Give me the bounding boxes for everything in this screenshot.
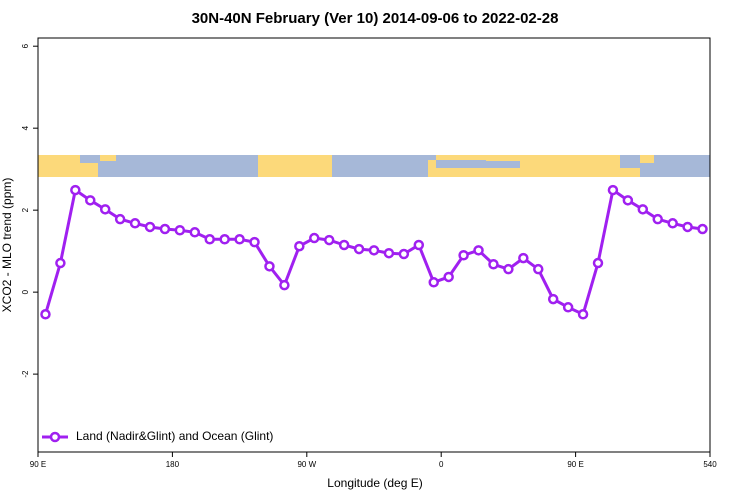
land [486, 155, 620, 161]
x-tick-label: 180 [166, 460, 180, 469]
data-point [338, 239, 350, 251]
legend-label: Land (Nadir&Glint) and Ocean (Glint) [76, 429, 273, 443]
legend-marker [49, 431, 61, 443]
data-point [353, 243, 365, 255]
data-point [697, 223, 708, 235]
data-point [309, 232, 320, 244]
data-point [652, 213, 663, 225]
data-point [264, 261, 275, 272]
data-point [219, 234, 230, 245]
data-point [249, 236, 260, 248]
data-point [279, 279, 290, 291]
land [38, 155, 80, 177]
data-point [85, 195, 96, 206]
data-point [443, 271, 454, 283]
data-point [189, 227, 201, 238]
data-point [398, 248, 410, 260]
data-point [518, 252, 529, 264]
data-point [577, 309, 589, 320]
plot-frame [37, 37, 711, 453]
land [436, 168, 526, 177]
data-point [323, 234, 335, 246]
data-point [473, 245, 484, 256]
data-point [607, 184, 619, 196]
data-point [159, 223, 171, 235]
data-point [547, 293, 559, 305]
data-point [458, 249, 469, 261]
y-axis-label: XCO2 - MLO trend (ppm) [0, 178, 14, 313]
data-point [70, 184, 81, 196]
data-point [637, 204, 649, 215]
y-tick-label: 2 [21, 207, 30, 212]
data-point [622, 195, 634, 206]
x-tick-label: 540 [703, 460, 717, 469]
data-point [294, 240, 305, 252]
data-point [488, 259, 499, 270]
data-point [503, 263, 514, 275]
y-tick-label: 4 [21, 125, 30, 130]
map-strip [38, 155, 710, 177]
data-point [144, 221, 156, 233]
chart-title: 30N-40N February (Ver 10) 2014-09-06 to … [192, 10, 559, 27]
data-point [562, 302, 574, 313]
y-tick-label: -2 [21, 370, 30, 378]
data-point [99, 204, 111, 215]
x-tick-label: 0 [439, 460, 444, 469]
data-point [234, 234, 245, 245]
data-point [592, 257, 604, 269]
data-point [682, 221, 693, 233]
land [428, 160, 436, 177]
data-point [40, 309, 51, 320]
data-point [368, 245, 380, 256]
land [436, 155, 486, 160]
x-tick-label: 90 E [30, 460, 46, 469]
land [620, 168, 640, 177]
land [80, 163, 98, 177]
y-tick-label: 0 [21, 289, 30, 294]
data-point [383, 247, 395, 259]
land [520, 161, 620, 177]
land [258, 155, 332, 177]
data-point [114, 213, 126, 225]
data-point [428, 277, 439, 288]
data-point [667, 218, 678, 229]
x-axis-label: Longitude (deg E) [327, 476, 422, 490]
data-point [413, 239, 425, 251]
x-tick-label: 90 E [567, 460, 583, 469]
x-tick-label: 90 W [297, 460, 316, 469]
data-point [204, 234, 215, 245]
data-point [174, 224, 186, 236]
data-point [533, 263, 544, 275]
land [100, 155, 116, 161]
data-point [129, 218, 141, 229]
land [640, 155, 654, 163]
y-tick-label: 6 [21, 43, 30, 48]
data-point [55, 257, 66, 269]
